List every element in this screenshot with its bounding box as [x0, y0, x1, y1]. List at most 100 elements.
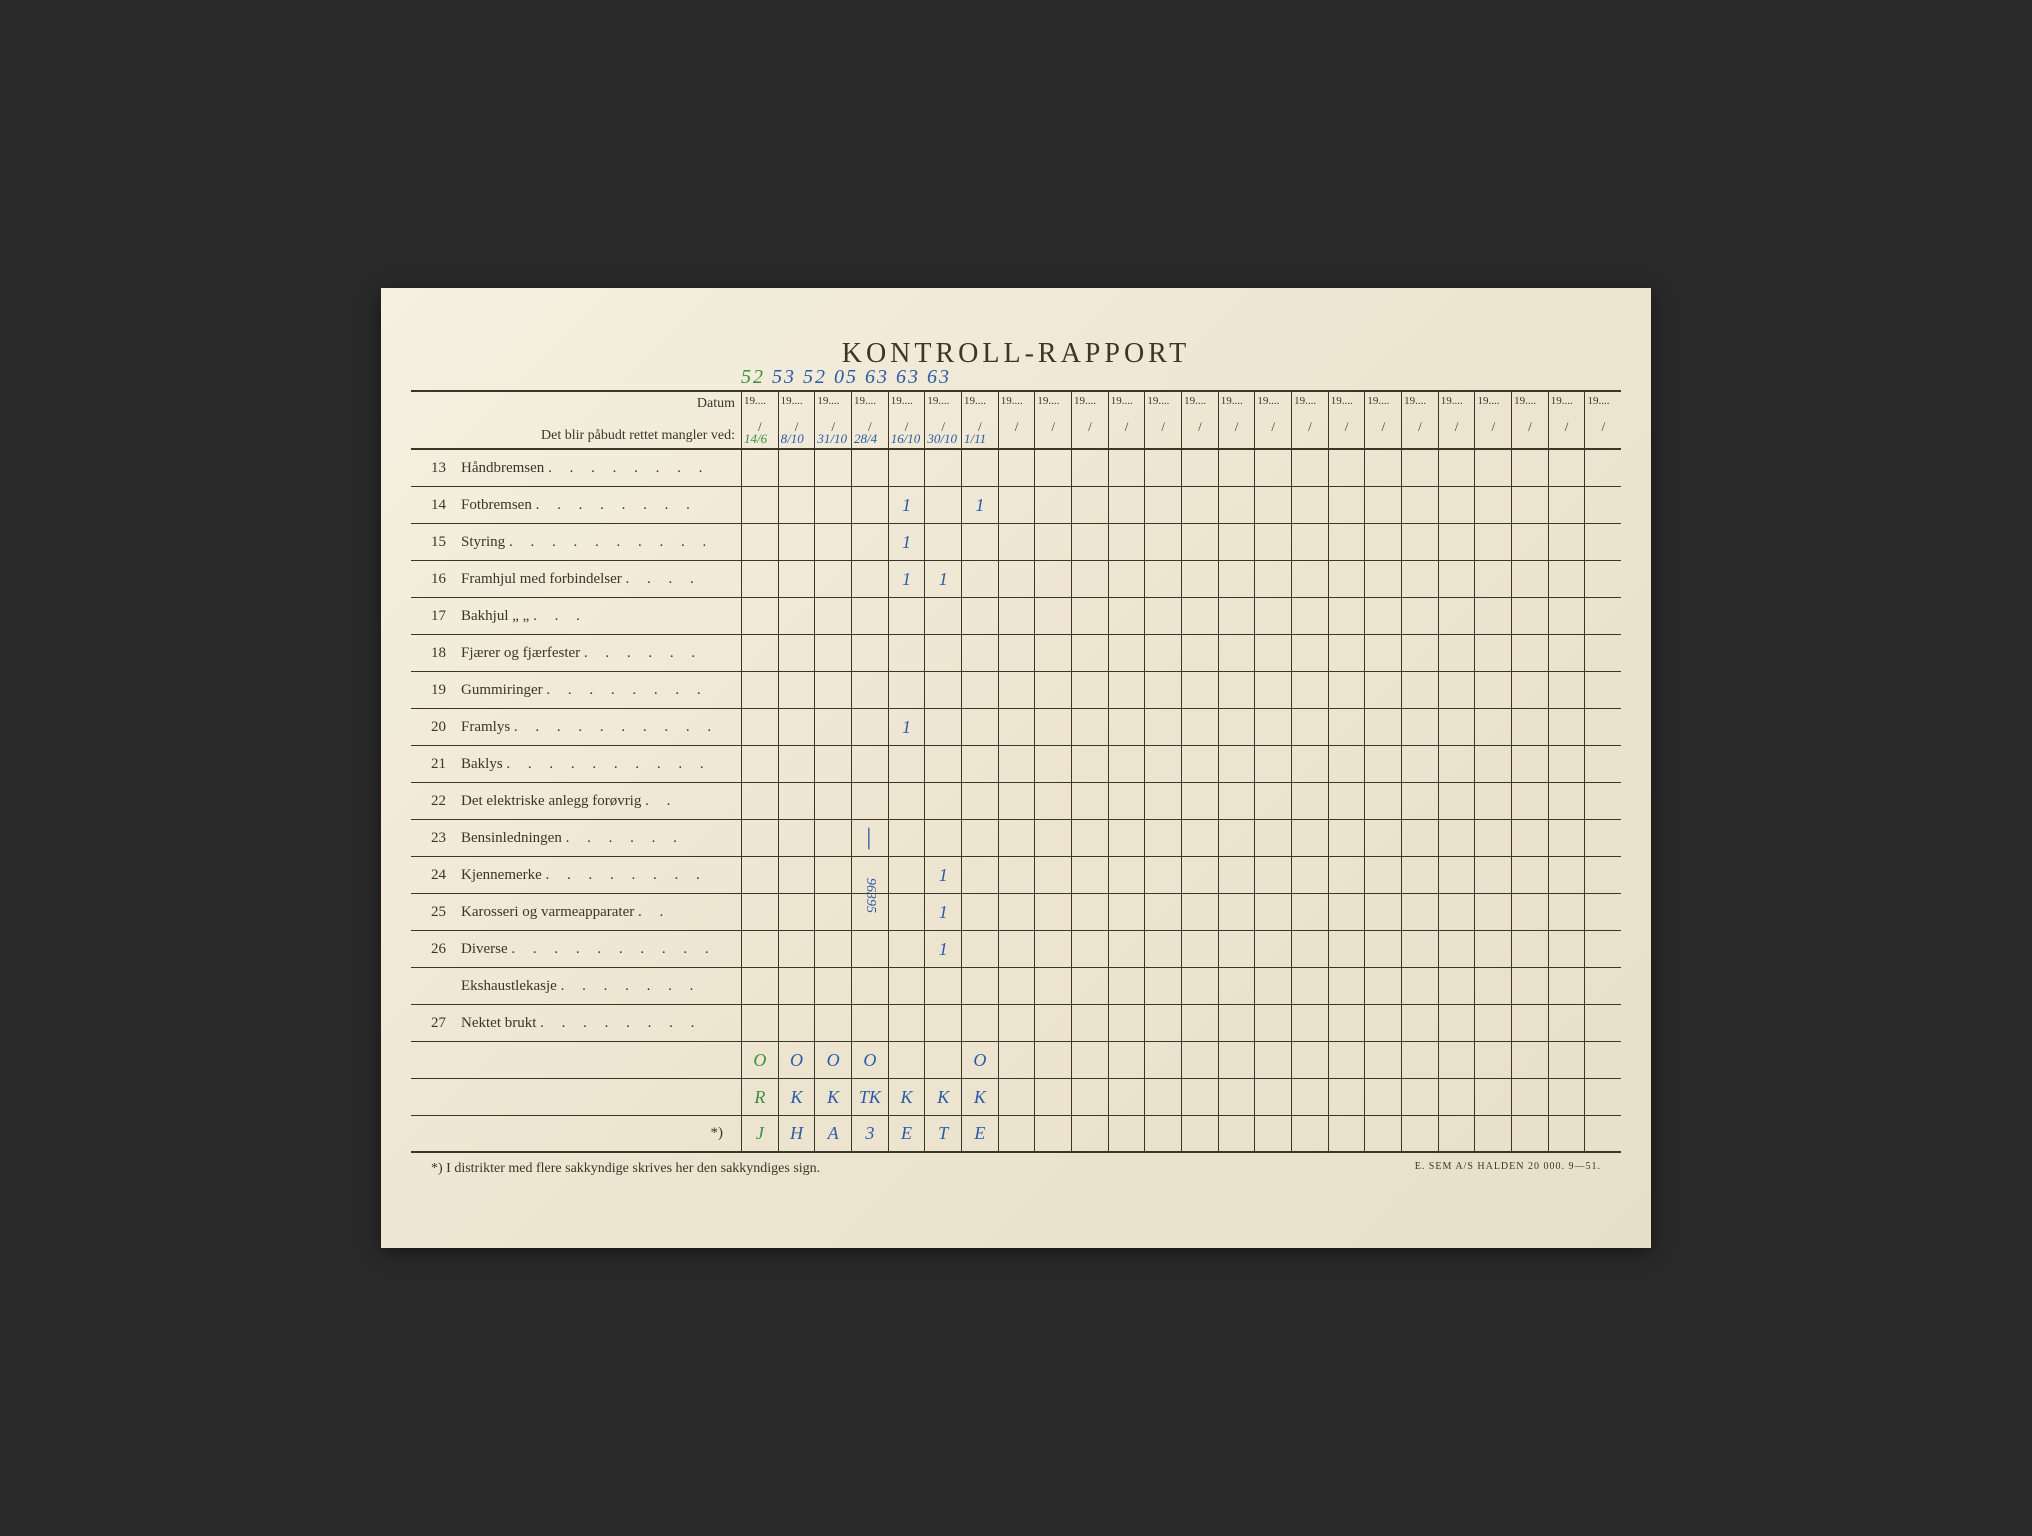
year-prefix: 19.... [1145, 392, 1181, 419]
checklist-row: 26Diverse . . . . . . . . . .1 [411, 931, 1621, 968]
data-cell [889, 598, 926, 634]
data-cell [889, 783, 926, 819]
year-col: 19..../ [1439, 392, 1476, 448]
data-cell [815, 857, 852, 893]
data-cell [852, 561, 889, 597]
data-cell [1512, 894, 1549, 930]
sig-cell: R [742, 1079, 779, 1115]
data-cell [742, 672, 779, 708]
data-cell [889, 894, 926, 930]
row-number: 25 [431, 904, 461, 921]
data-cell [1365, 672, 1402, 708]
checklist-row: 25Karosseri og varmeapparater . .1 [411, 894, 1621, 931]
data-cell [999, 820, 1036, 856]
data-cell [999, 857, 1036, 893]
data-cell [1512, 857, 1549, 893]
year-prefix: 19.... [1402, 392, 1438, 419]
data-cell [1145, 450, 1182, 486]
data-cell [1329, 598, 1366, 634]
data-cell [1402, 857, 1439, 893]
data-cell [1475, 561, 1512, 597]
row-label: 22Det elektriske anlegg forøvrig . . [411, 783, 741, 819]
row-text: Baklys . . . . . . . . . . [461, 756, 735, 773]
data-cell [1475, 1005, 1512, 1041]
data-cell [1109, 783, 1146, 819]
data-cell [742, 1005, 779, 1041]
data-cell [1182, 968, 1219, 1004]
data-cell [1219, 857, 1256, 893]
data-cell [925, 783, 962, 819]
year-col: 19..../31/10 [815, 392, 852, 448]
data-cell [1292, 487, 1329, 523]
data-cell [852, 487, 889, 523]
data-cell [999, 709, 1036, 745]
data-cell [1585, 1005, 1621, 1041]
data-cell [1475, 857, 1512, 893]
data-cell [815, 487, 852, 523]
sig-cell [1182, 1042, 1219, 1078]
data-cell [852, 1005, 889, 1041]
data-cell [1329, 709, 1366, 745]
data-cell [1255, 1005, 1292, 1041]
data-cell [1182, 598, 1219, 634]
checklist-row: Ekshaustlekasje . . . . . . . [411, 968, 1621, 1005]
data-cell [962, 709, 999, 745]
data-cell [1402, 783, 1439, 819]
signature-row: OOOOO [411, 1042, 1621, 1079]
data-cell [1292, 561, 1329, 597]
data-cell [815, 931, 852, 967]
data-cell [1475, 820, 1512, 856]
sig-cells: OOOOO [741, 1042, 1621, 1078]
data-cell [1329, 894, 1366, 930]
data-cell [1109, 709, 1146, 745]
year-prefix: 19.... [742, 392, 778, 419]
sig-cell [1475, 1042, 1512, 1078]
data-cell [1072, 783, 1109, 819]
row-text: Nektet brukt . . . . . . . . [461, 1015, 735, 1032]
sig-cell [1255, 1079, 1292, 1115]
year-col: 19..../ [1145, 392, 1182, 448]
data-cell [1329, 968, 1366, 1004]
subtitle-label: Det blir påbudt rettet mangler ved: [417, 428, 735, 444]
data-cell [1035, 931, 1072, 967]
data-cell [1549, 894, 1586, 930]
data-cell [1365, 857, 1402, 893]
year-col: 19..../ [1219, 392, 1256, 448]
sig-cell [1292, 1116, 1329, 1151]
data-cell [1255, 709, 1292, 745]
data-cell [779, 561, 816, 597]
row-label: 13Håndbremsen . . . . . . . . [411, 450, 741, 486]
data-cell [1182, 524, 1219, 560]
row-cells [741, 746, 1621, 782]
data-cell [742, 783, 779, 819]
data-cell [1512, 968, 1549, 1004]
data-cell [1145, 561, 1182, 597]
row-number: 16 [431, 571, 461, 588]
data-cell [779, 968, 816, 1004]
year-col: 19..../30/10 [925, 392, 962, 448]
footer: *) I distrikter med flere sakkyndige skr… [411, 1153, 1621, 1177]
row-number: 21 [431, 756, 461, 773]
row-number: 26 [431, 941, 461, 958]
date-slash: /28/4 [852, 419, 888, 448]
row-cells [741, 783, 1621, 819]
data-cell [889, 857, 926, 893]
date-slash: / [1512, 419, 1548, 448]
sig-cell: TK [852, 1079, 889, 1115]
data-cell [925, 487, 962, 523]
data-cell [815, 783, 852, 819]
sig-cell [1402, 1079, 1439, 1115]
year-prefix: 19.... [1072, 392, 1108, 419]
data-cell [1292, 598, 1329, 634]
sig-cell [1402, 1042, 1439, 1078]
data-cell [742, 561, 779, 597]
data-cell [1585, 894, 1621, 930]
data-cell [1145, 931, 1182, 967]
data-cell [999, 672, 1036, 708]
sig-cell [1329, 1079, 1366, 1115]
data-cell [1072, 968, 1109, 1004]
data-cell [999, 635, 1036, 671]
data-cell [1549, 1005, 1586, 1041]
data-cell [1292, 968, 1329, 1004]
checklist-row: 20Framlys . . . . . . . . . .1 [411, 709, 1621, 746]
